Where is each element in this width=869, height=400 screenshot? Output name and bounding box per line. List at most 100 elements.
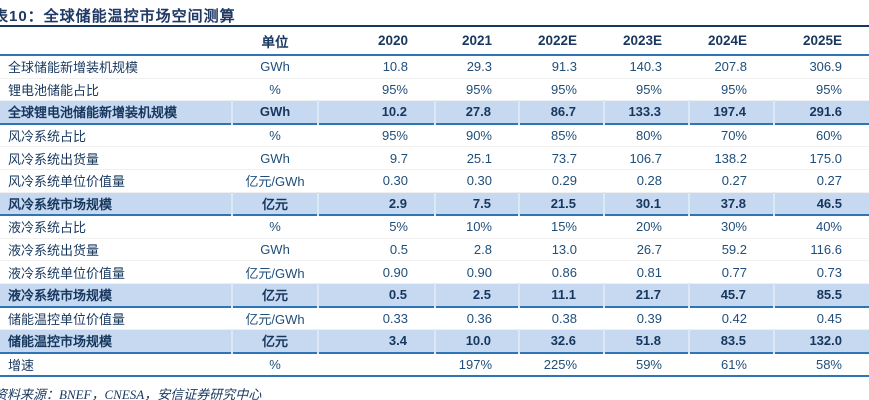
unit-cell: 亿元 (231, 283, 318, 307)
row-label-cell: 全球锂电池储能新增装机规模 (8, 105, 178, 121)
value-cell: 0.29 (551, 173, 577, 189)
row-label-cell: 风冷系统占比 (8, 129, 87, 145)
year-column-header: 2023E (622, 33, 662, 48)
unit-cell: GWh (260, 242, 290, 258)
value-cell: 10.8 (382, 59, 408, 75)
value-cell: 10% (465, 219, 492, 235)
unit-cell: GWh (260, 150, 290, 166)
table-header: 单位 2020 2021 2022E 2023E 2024E 2025E (0, 27, 869, 55)
value-cell: 140.3 (629, 59, 662, 75)
value-cell: 0.30 (382, 173, 408, 189)
value-cell: 30.1 (603, 192, 689, 216)
row-label-cell: 风冷系统单位价值量 (8, 174, 126, 190)
value-cell: 2.8 (473, 242, 492, 258)
unit-cell: 亿元/GWh (245, 311, 305, 327)
unit-cell: 亿元/GWh (245, 174, 305, 190)
value-cell: 0.77 (721, 264, 747, 280)
value-cell: 2.9 (317, 192, 435, 216)
value-cell: 83.5 (688, 329, 774, 353)
year-column-header: 2024E (707, 33, 747, 48)
value-cell: 0.42 (721, 310, 747, 326)
unit-cell: 亿元 (231, 192, 318, 216)
value-cell: 291.6 (773, 100, 869, 124)
table-row: 全球锂电池储能新增装机规模 GWh 10.2 27.8 86.7 133.3 197.4 29… (0, 100, 869, 124)
value-cell: 2.5 (434, 283, 519, 307)
unit-cell: % (269, 128, 281, 144)
value-cell: 40% (815, 219, 842, 235)
unit-cell: % (269, 357, 281, 373)
row-label-cell: 储能温控单位价值量 (8, 311, 126, 327)
value-cell: 59% (635, 357, 662, 373)
value-cell: 58% (815, 357, 842, 373)
value-cell: 60% (815, 128, 842, 144)
table-row: 液冷系统出货量 GWh 0.5 2.8 13.0 26.7 59.2 116.6 (0, 238, 869, 261)
value-cell: 11.1 (518, 283, 604, 307)
value-cell: 197% (458, 357, 492, 373)
unit-cell: 亿元/GWh (245, 265, 305, 281)
value-cell: 7.5 (434, 192, 519, 216)
value-cell: 51.8 (603, 329, 689, 353)
year-column-header: 2025E (802, 33, 842, 48)
value-cell: 95% (815, 81, 842, 97)
unit-column-header: 单位 (261, 34, 289, 50)
value-cell: 90% (465, 128, 492, 144)
value-cell: 91.3 (551, 59, 577, 75)
source-note: 资料来源：BNEF，CNESA，安信证券研究中心 (0, 387, 262, 400)
row-label-cell: 液冷系统占比 (8, 220, 87, 236)
value-cell: 175.0 (809, 150, 842, 166)
unit-cell: 亿元 (231, 329, 318, 353)
value-cell: 85% (550, 128, 577, 144)
value-cell: 45.7 (688, 283, 774, 307)
value-cell: 306.9 (809, 59, 842, 75)
value-cell: 95% (381, 128, 408, 144)
row-label-cell: 风冷系统出货量 (8, 151, 100, 167)
unit-cell: GWh (260, 59, 290, 75)
value-cell: 106.7 (629, 150, 662, 166)
value-cell (318, 353, 435, 377)
value-cell: 10.2 (317, 100, 435, 124)
value-cell: 95% (381, 81, 408, 97)
value-cell: 95% (550, 81, 577, 97)
row-label-cell: 增速 (8, 358, 35, 374)
value-cell: 0.30 (466, 173, 492, 189)
value-cell: 21.7 (603, 283, 689, 307)
value-cell: 86.7 (518, 100, 604, 124)
value-cell: 9.7 (389, 150, 408, 166)
value-cell: 95% (635, 81, 662, 97)
table-row: 储能温控单位价值量 亿元/GWh 0.33 0.36 0.38 0.39 0.42 0.45 (0, 307, 869, 330)
year-column-header: 2020 (377, 33, 408, 48)
value-cell: 59.2 (721, 242, 747, 258)
value-cell: 29.3 (466, 59, 492, 75)
value-cell: 0.90 (466, 264, 492, 280)
row-label-cell: 液冷系统出货量 (8, 243, 100, 259)
table-row: 锂电池储能占比% 95% 95% 95% 95% 95% 95% (0, 78, 869, 101)
unit-cell: % (269, 81, 281, 97)
table-row: 风冷系统占比% 95% 90% 85% 80% 70% 60% (0, 124, 869, 147)
value-cell: 197.4 (688, 100, 774, 124)
value-cell: 0.27 (721, 173, 747, 189)
value-cell: 15% (550, 219, 577, 235)
label-column-header (0, 27, 232, 55)
value-cell: 225% (543, 357, 577, 373)
row-label-cell: 储能温控市场规模 (8, 334, 113, 350)
market-forecast-table: 单位 2020 2021 2022E 2023E 2024E 2025E 全球储能新增装机… (0, 27, 869, 377)
value-cell: 0.90 (382, 264, 408, 280)
year-column-header: 2022E (537, 33, 577, 48)
value-cell: 27.8 (434, 100, 519, 124)
table-row: 储能温控市场规模 亿元 3.4 10.0 32.6 51.8 83.5 132.0 (0, 329, 869, 353)
value-cell: 0.45 (816, 310, 842, 326)
value-cell: 25.1 (466, 150, 492, 166)
row-label-cell: 全球储能新增装机规模 (8, 60, 139, 76)
value-cell: 133.3 (603, 100, 689, 124)
table-title: 表10：全球储能温控市场空间测算 (0, 8, 236, 25)
value-cell: 32.6 (518, 329, 604, 353)
value-cell: 0.36 (466, 310, 492, 326)
value-cell: 95% (465, 81, 492, 97)
value-cell: 85.5 (773, 283, 869, 307)
value-cell: 26.7 (636, 242, 662, 258)
table-row: 液冷系统市场规模 亿元 0.5 2.5 11.1 21.7 45.7 85.5 (0, 283, 869, 307)
unit-cell: % (269, 219, 281, 235)
table-body: 全球储能新增装机规模 GWh 10.8 29.3 91.3 140.3 207.8 306.9… (0, 55, 869, 377)
table-row: 液冷系统占比% 5% 10% 15% 20% 30% 40% (0, 215, 869, 239)
